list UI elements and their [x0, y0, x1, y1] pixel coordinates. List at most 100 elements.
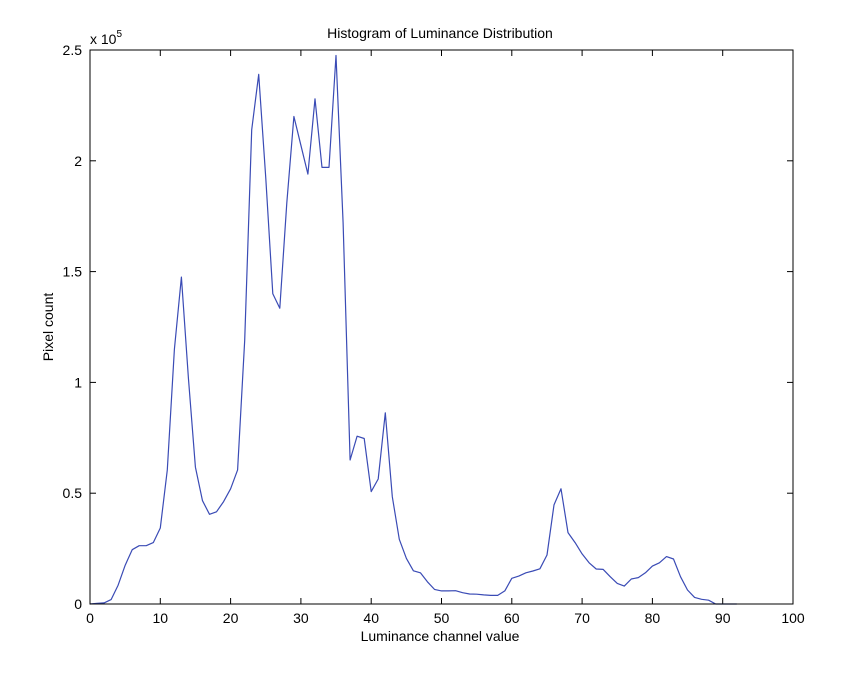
data-point	[406, 558, 407, 559]
x-tick-label: 80	[645, 610, 661, 626]
data-point	[153, 542, 154, 543]
data-point	[230, 488, 231, 489]
data-point	[195, 466, 196, 467]
x-tick-label: 40	[363, 610, 379, 626]
data-point	[476, 594, 477, 595]
data-point	[139, 545, 140, 546]
data-point	[504, 590, 505, 591]
data-point	[694, 597, 695, 598]
data-point	[160, 527, 161, 528]
data-point	[420, 572, 421, 573]
data-point	[427, 581, 428, 582]
data-point	[371, 491, 372, 492]
x-tick-label: 90	[715, 610, 731, 626]
y-axis-label: Pixel count	[40, 293, 56, 362]
x-tick-label: 10	[153, 610, 169, 626]
data-point	[659, 562, 660, 563]
data-point	[167, 469, 168, 470]
data-point	[497, 595, 498, 596]
data-point	[582, 553, 583, 554]
data-point	[652, 566, 653, 567]
data-point	[624, 585, 625, 586]
x-tick-label: 70	[574, 610, 590, 626]
data-point	[434, 589, 435, 590]
data-point	[272, 293, 273, 294]
data-point	[701, 599, 702, 600]
data-point	[237, 469, 238, 470]
data-point	[265, 178, 266, 179]
data-point	[539, 568, 540, 569]
data-point	[307, 173, 308, 174]
y-tick-label: 0	[74, 596, 82, 612]
y-multiplier-base: x 10	[90, 31, 117, 47]
data-point	[567, 532, 568, 533]
data-point	[258, 74, 259, 75]
data-point	[378, 478, 379, 479]
data-point	[216, 511, 217, 512]
data-point	[110, 599, 111, 600]
y-tick-label: 1	[74, 374, 82, 390]
data-point	[631, 578, 632, 579]
data-point	[525, 572, 526, 573]
data-point	[244, 340, 245, 341]
data-point	[574, 542, 575, 543]
data-point	[638, 577, 639, 578]
y-tick-label: 1.5	[63, 264, 83, 280]
x-tick-label: 0	[86, 610, 94, 626]
data-point	[546, 554, 547, 555]
x-tick-label: 20	[223, 610, 239, 626]
data-point	[251, 129, 252, 130]
data-point	[385, 412, 386, 413]
data-point	[392, 496, 393, 497]
plot-area-frame	[89, 49, 794, 605]
data-point	[680, 576, 681, 577]
data-point	[223, 501, 224, 502]
data-point	[335, 55, 336, 56]
data-point	[518, 575, 519, 576]
data-point	[342, 222, 343, 223]
data-point	[328, 167, 329, 168]
x-tick-label: 50	[434, 610, 450, 626]
data-point	[209, 514, 210, 515]
data-point	[202, 500, 203, 501]
data-point	[118, 585, 119, 586]
data-point	[603, 569, 604, 570]
data-point	[462, 592, 463, 593]
data-point	[645, 572, 646, 573]
data-point	[511, 578, 512, 579]
data-point	[617, 583, 618, 584]
data-point	[610, 576, 611, 577]
x-axis-label: Luminance channel value	[361, 628, 520, 644]
data-point	[188, 377, 189, 378]
data-point	[532, 570, 533, 571]
data-point	[314, 98, 315, 99]
y-tick-label: 0.5	[63, 485, 83, 501]
data-point	[321, 167, 322, 168]
data-point	[596, 568, 597, 569]
chart-title: Histogram of Luminance Distribution	[327, 25, 553, 41]
data-point	[350, 459, 351, 460]
data-point	[132, 549, 133, 550]
data-point	[364, 438, 365, 439]
data-point	[174, 349, 175, 350]
x-tick-label: 100	[781, 610, 805, 626]
data-point	[357, 436, 358, 437]
y-multiplier-label: x 105	[90, 29, 122, 47]
data-point	[125, 565, 126, 566]
x-tick-label: 30	[293, 610, 309, 626]
data-point	[469, 593, 470, 594]
data-point	[300, 145, 301, 146]
data-point	[103, 602, 104, 603]
series-line	[89, 54, 737, 605]
data-point	[455, 590, 456, 591]
data-point	[441, 590, 442, 591]
data-point	[146, 545, 147, 546]
data-point	[490, 595, 491, 596]
data-point	[708, 600, 709, 601]
data-point	[293, 116, 294, 117]
y-tick-label: 2.5	[63, 42, 83, 58]
data-point	[673, 558, 674, 559]
y-tick-label: 2	[74, 153, 82, 169]
